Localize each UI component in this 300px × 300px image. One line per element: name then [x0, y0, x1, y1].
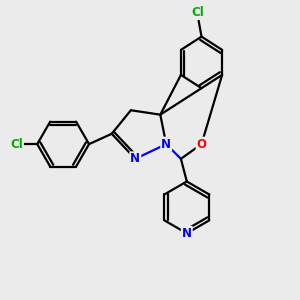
Text: N: N — [182, 227, 192, 240]
Text: Cl: Cl — [192, 6, 204, 19]
Text: N: N — [161, 138, 171, 151]
Text: N: N — [130, 152, 140, 165]
Text: Cl: Cl — [10, 138, 23, 151]
Text: O: O — [196, 138, 206, 151]
